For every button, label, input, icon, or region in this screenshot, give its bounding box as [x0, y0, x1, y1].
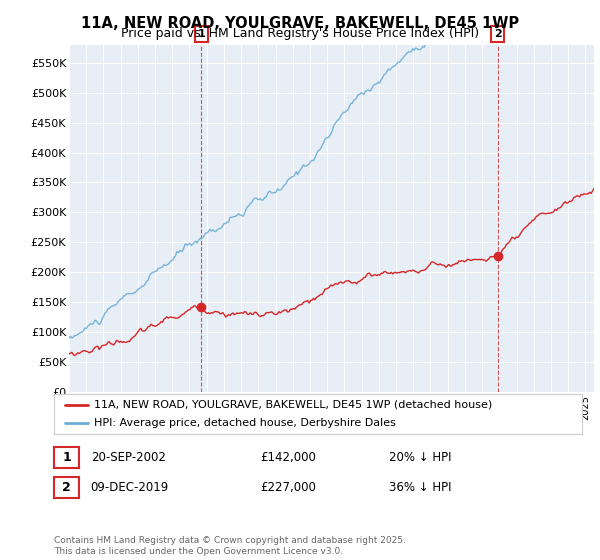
Text: 2: 2: [62, 480, 71, 494]
Text: 1: 1: [197, 29, 205, 39]
Text: 2: 2: [494, 29, 502, 39]
Text: £227,000: £227,000: [260, 480, 316, 494]
Text: 36% ↓ HPI: 36% ↓ HPI: [389, 480, 451, 494]
Text: 20-SEP-2002: 20-SEP-2002: [92, 451, 166, 464]
Text: Price paid vs. HM Land Registry's House Price Index (HPI): Price paid vs. HM Land Registry's House …: [121, 27, 479, 40]
Text: £142,000: £142,000: [260, 451, 316, 464]
Text: 11A, NEW ROAD, YOULGRAVE, BAKEWELL, DE45 1WP (detached house): 11A, NEW ROAD, YOULGRAVE, BAKEWELL, DE45…: [94, 400, 492, 410]
Text: 09-DEC-2019: 09-DEC-2019: [90, 480, 168, 494]
Text: 1: 1: [62, 451, 71, 464]
Text: HPI: Average price, detached house, Derbyshire Dales: HPI: Average price, detached house, Derb…: [94, 418, 395, 428]
Text: 20% ↓ HPI: 20% ↓ HPI: [389, 451, 451, 464]
Text: 11A, NEW ROAD, YOULGRAVE, BAKEWELL, DE45 1WP: 11A, NEW ROAD, YOULGRAVE, BAKEWELL, DE45…: [81, 16, 519, 31]
Text: Contains HM Land Registry data © Crown copyright and database right 2025.
This d: Contains HM Land Registry data © Crown c…: [54, 536, 406, 556]
